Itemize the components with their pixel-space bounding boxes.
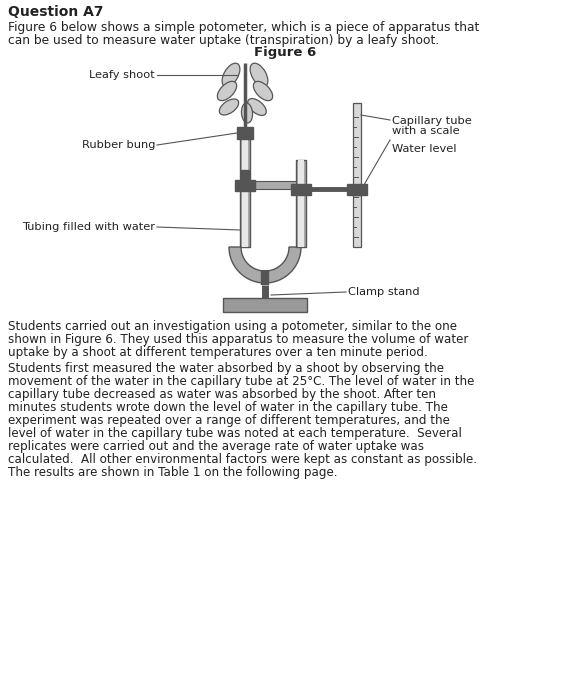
Text: Clamp stand: Clamp stand <box>348 287 420 297</box>
Bar <box>353 185 361 195</box>
Bar <box>255 181 296 189</box>
Bar <box>241 169 249 179</box>
Bar <box>298 160 304 247</box>
Text: Leafy shoot: Leafy shoot <box>89 70 155 80</box>
Ellipse shape <box>242 103 253 123</box>
Ellipse shape <box>217 81 237 101</box>
Text: can be used to measure water uptake (transpiration) by a leafy shoot.: can be used to measure water uptake (tra… <box>8 34 439 47</box>
Text: Water level: Water level <box>392 144 457 154</box>
Text: replicates were carried out and the average rate of water uptake was: replicates were carried out and the aver… <box>8 440 424 453</box>
Text: Figure 6 below shows a simple potometer, which is a piece of apparatus that: Figure 6 below shows a simple potometer,… <box>8 21 479 34</box>
Ellipse shape <box>250 63 268 87</box>
Text: capillary tube decreased as water was absorbed by the shoot. After ten: capillary tube decreased as water was ab… <box>8 388 436 401</box>
Bar <box>237 127 253 139</box>
Ellipse shape <box>219 99 239 115</box>
Text: Students carried out an investigation using a potometer, similar to the one: Students carried out an investigation us… <box>8 320 457 333</box>
Ellipse shape <box>253 81 272 101</box>
Text: minutes students wrote down the level of water in the capillary tube. The: minutes students wrote down the level of… <box>8 401 448 414</box>
Text: with a scale: with a scale <box>392 126 459 136</box>
Text: Figure 6: Figure 6 <box>254 46 316 59</box>
Text: level of water in the capillary tube was noted at each temperature.  Several: level of water in the capillary tube was… <box>8 427 462 440</box>
Text: Rubber bung: Rubber bung <box>82 140 155 150</box>
Text: uptake by a shoot at different temperatures over a ten minute period.: uptake by a shoot at different temperatu… <box>8 346 428 359</box>
Ellipse shape <box>248 99 266 116</box>
Text: Students first measured the water absorbed by a shoot by observing the: Students first measured the water absorb… <box>8 362 444 375</box>
Ellipse shape <box>222 63 240 87</box>
Text: movement of the water in the capillary tube at 25°C. The level of water in the: movement of the water in the capillary t… <box>8 375 474 388</box>
Bar <box>296 160 306 247</box>
Polygon shape <box>229 247 301 283</box>
Text: Tubing filled with water: Tubing filled with water <box>22 222 155 232</box>
Text: calculated.  All other environmental factors were kept as constant as possible.: calculated. All other environmental fact… <box>8 453 477 466</box>
Bar <box>242 139 248 247</box>
Bar <box>223 298 307 312</box>
Bar <box>353 103 361 247</box>
Text: Question A7: Question A7 <box>8 5 104 19</box>
Text: Capillary tube: Capillary tube <box>392 116 472 126</box>
Bar <box>235 179 255 190</box>
Bar <box>347 183 367 195</box>
Bar <box>291 183 311 195</box>
Text: The results are shown in Table 1 on the following page.: The results are shown in Table 1 on the … <box>8 466 337 479</box>
Text: shown in Figure 6. They used this apparatus to measure the volume of water: shown in Figure 6. They used this appara… <box>8 333 469 346</box>
Bar <box>240 139 250 247</box>
Text: experiment was repeated over a range of different temperatures, and the: experiment was repeated over a range of … <box>8 414 450 427</box>
